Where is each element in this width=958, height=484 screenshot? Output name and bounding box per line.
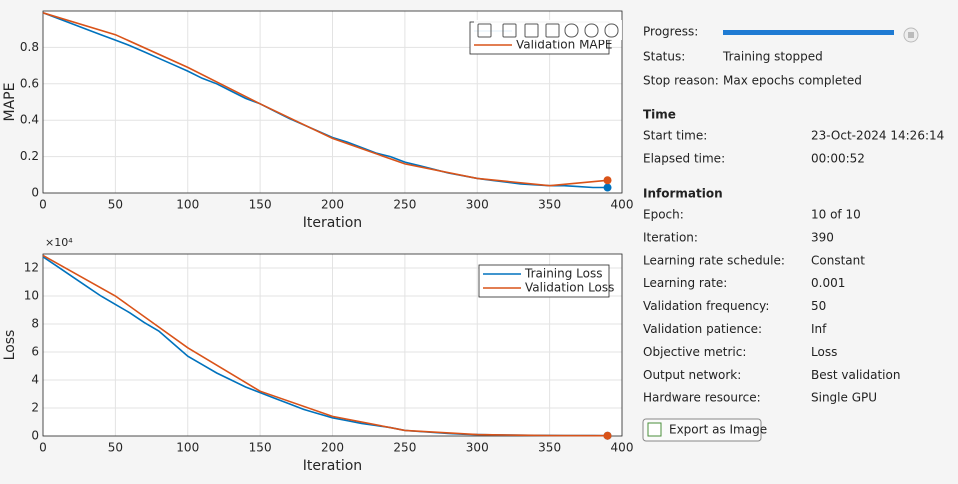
chart: 0 50 100 150 200 250 300 350 400 0 2 4 6 8 10 12 Iterati… (2, 236, 633, 474)
x-tick-label: 300 (466, 441, 489, 455)
y-tick-label: 2 (31, 401, 39, 415)
field-label: Stop reason: (643, 74, 719, 88)
y-tick-label: 0 (31, 429, 39, 443)
x-tick-label: 100 (176, 441, 199, 455)
section-title: Time (643, 108, 676, 122)
field-value: Inf (811, 322, 827, 336)
export-button[interactable] (642, 418, 762, 442)
x-tick-label: 350 (538, 441, 561, 455)
y-tick-label: 4 (31, 373, 39, 387)
chart: 0 50 100 150 200 250 300 350 400 0 0.2 0.4 0.6 0.8 Ite… (2, 10, 634, 231)
export-icon (647, 422, 662, 437)
legend-label: Validation Loss (525, 281, 614, 295)
y-tick-label: 10 (24, 289, 39, 303)
plots: 0 50 100 150 200 250 300 350 40000.20.40.60.8Ite… (2, 10, 634, 474)
x-tick-label: 250 (393, 441, 416, 455)
toolbar-icon[interactable] (604, 23, 619, 38)
x-tick-label: 0 (39, 441, 47, 455)
legend-label: Training Loss (524, 267, 602, 281)
x-tick-label: 100 (176, 198, 199, 212)
x-tick-label: 250 (393, 198, 416, 212)
y-tick-label: 0 (31, 186, 39, 200)
field-label: Start time: (643, 129, 707, 143)
field-label: Output network: (643, 368, 741, 382)
y-tick-label: 6 (31, 345, 39, 359)
y-tick-label: 8 (31, 317, 39, 331)
y-tick-label: 0.8 (20, 40, 39, 54)
field-value: 50 (811, 299, 826, 313)
field-label: Hardware resource: (643, 391, 761, 405)
legend-box (478, 264, 610, 298)
field-value: Max epochs completed (723, 74, 862, 88)
field-value: 390 (811, 230, 834, 244)
toolbar-icon[interactable] (545, 23, 560, 38)
field-value: 23-Oct-2024 14:26:14 (811, 129, 944, 143)
y-axis-label: Loss (2, 330, 18, 361)
progress-bar (723, 30, 894, 35)
field-label: Learning rate: (643, 276, 727, 290)
end-marker (603, 183, 612, 192)
x-tick-label: 300 (466, 198, 489, 212)
x-tick-label: 0 (39, 198, 47, 212)
field-value: 0.001 (811, 276, 845, 290)
y-axis-label: MAPE (2, 83, 18, 122)
x-axis-label: Iteration (303, 458, 362, 474)
toolbar-icon[interactable] (584, 23, 599, 38)
field-value: 10 of 10 (811, 208, 861, 222)
field-label: Status: (643, 50, 685, 64)
toolbar-bg (474, 20, 622, 40)
x-tick-label: 150 (249, 441, 272, 455)
export-button-label[interactable]: Export as Image (669, 423, 767, 437)
field-value: Single GPU (811, 391, 877, 405)
end-marker (603, 431, 612, 440)
x-axis-label: Iteration (303, 215, 362, 231)
y-tick-label: 12 (24, 261, 39, 275)
field-label: Learning rate schedule: (643, 253, 785, 267)
progress-label: Progress: (643, 25, 698, 39)
toolbar-icon[interactable] (502, 23, 517, 38)
end-marker (603, 176, 612, 185)
field-value: Training stopped (722, 50, 823, 64)
field-label: Elapsed time: (643, 151, 725, 165)
stop-icon (908, 32, 914, 38)
field-label: Epoch: (643, 208, 684, 222)
section-title: Information (643, 187, 723, 201)
y-tick-label: 0.2 (20, 149, 39, 163)
legend-label: Validation MAPE (516, 38, 612, 52)
field-label: Validation frequency: (643, 299, 769, 313)
y-tick-label: 0.6 (20, 76, 39, 90)
x-tick-label: 50 (108, 198, 123, 212)
field-label: Objective metric: (643, 345, 746, 359)
toolbar-icon[interactable] (564, 23, 579, 38)
toolbar-icon[interactable] (524, 23, 539, 38)
field-label: Iteration: (643, 230, 698, 244)
series-line (42, 12, 608, 187)
x-tick-label: 200 (321, 441, 344, 455)
x-tick-label: 150 (249, 198, 272, 212)
axes-box (42, 253, 623, 437)
axis-exponent: ×10⁴ (45, 236, 73, 249)
x-tick-label: 400 (611, 198, 634, 212)
field-label: Validation patience: (643, 322, 762, 336)
x-tick-label: 50 (108, 441, 123, 455)
field-value: 00:00:52 (811, 151, 865, 165)
field-value: Constant (811, 253, 865, 267)
x-tick-label: 350 (538, 198, 561, 212)
x-tick-label: 400 (611, 441, 634, 455)
toolbar-icon[interactable] (477, 23, 492, 38)
series-line (42, 254, 608, 437)
field-value: Best validation (811, 368, 900, 382)
y-tick-label: 0.4 (20, 113, 39, 127)
field-value: Loss (811, 345, 837, 359)
axes-toolbar (474, 20, 622, 40)
axes-box (42, 10, 623, 194)
x-tick-label: 200 (321, 198, 344, 212)
